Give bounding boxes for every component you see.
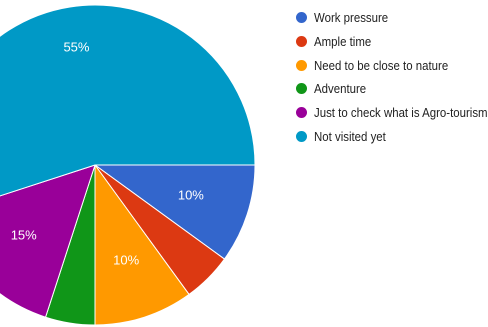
legend-item: Work pressure <box>296 6 488 30</box>
legend-swatch <box>296 130 307 142</box>
legend-swatch <box>296 83 307 95</box>
chart-legend: Work pressure Ample time Need to be close … <box>296 6 488 148</box>
legend-swatch <box>296 12 307 24</box>
slice-data-label: 10% <box>178 188 204 203</box>
legend-label: Need to be close to nature <box>314 57 449 73</box>
slice-data-label: 10% <box>113 252 139 267</box>
legend-label: Ample time <box>314 34 372 50</box>
legend-swatch <box>296 107 307 119</box>
legend-item: Not visited yet <box>296 124 488 148</box>
pie-slice <box>93 164 256 260</box>
pie-slice <box>0 4 256 197</box>
legend-label: Work pressure <box>314 10 389 26</box>
legend-item: Adventure <box>296 77 488 101</box>
slice-data-label: 55% <box>63 39 89 54</box>
legend-label: Just to check what is Agro-tourism <box>314 105 488 121</box>
pie-slice <box>0 164 96 318</box>
pie-slice <box>94 163 190 326</box>
slice-data-label: 15% <box>11 228 37 243</box>
legend-item: Ample time <box>296 30 488 54</box>
legend-swatch <box>296 59 307 71</box>
legend-swatch <box>296 36 307 48</box>
legend-item: Just to check what is Agro-tourism <box>296 101 488 125</box>
legend-label: Adventure <box>314 81 367 97</box>
legend-item: Need to be close to nature <box>296 53 488 77</box>
legend-label: Not visited yet <box>314 128 386 144</box>
